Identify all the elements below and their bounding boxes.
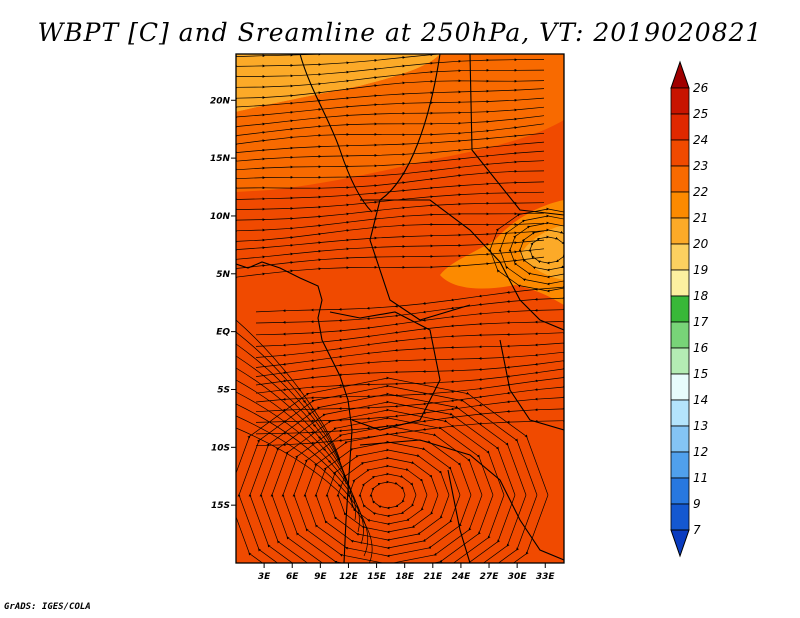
y-tick-label: 10N (210, 212, 231, 222)
chart-title: WBPT [C] and Sreamline at 250hPa, VT: 20… (37, 18, 763, 47)
colorbar-level-label: 9 (693, 497, 701, 511)
streamline (236, 379, 356, 521)
colorbar-level-label: 18 (693, 289, 709, 303)
colorbar-level-label: 22 (693, 185, 708, 199)
x-tick-label: 9E (314, 572, 327, 582)
colorbar-bin (670, 425, 690, 453)
colorbar-level-label: 25 (693, 107, 708, 121)
colorbar-level-label: 15 (693, 367, 708, 381)
colorbar-level-label: 23 (693, 159, 708, 173)
y-tick-label: EQ (216, 328, 230, 338)
colorbar-bin (670, 347, 690, 375)
colorbar-level-label: 24 (693, 133, 708, 147)
x-tick-label: 30E (508, 572, 528, 582)
colorbar-level-label: 21 (693, 211, 708, 225)
colorbar-level-label: 14 (693, 393, 708, 407)
colorbar-bin (670, 321, 690, 349)
colorbar-bin (670, 451, 690, 479)
x-tick-label: 15E (367, 572, 387, 582)
streamline (236, 403, 364, 545)
colorbar-bin (670, 295, 690, 323)
colorbar-level-label: 20 (693, 237, 709, 251)
colorbar-bin (670, 399, 690, 427)
x-tick-label: 3E (258, 572, 271, 582)
colorbar-bin (670, 113, 690, 141)
x-tick-label: 18E (395, 572, 415, 582)
y-tick-label: 15S (211, 501, 230, 511)
colorbar-level-label: 17 (693, 315, 709, 329)
map-plot-area (236, 54, 564, 563)
colorbar: 26 25 24 23 22 21 20 19 18 17 16 15 14 13 12 11 9 7 (670, 60, 709, 558)
y-tick-label: 10S (211, 443, 230, 453)
streamline (488, 207, 564, 293)
colorbar-bin (670, 503, 690, 531)
streamline (236, 367, 353, 509)
streamline (236, 256, 545, 279)
y-tick-label: 5N (216, 270, 230, 280)
streamline (236, 319, 341, 461)
x-tick-label: 21E (423, 572, 443, 582)
streamline (236, 391, 360, 533)
colorbar-bottom-arrow (670, 529, 690, 558)
coastlines-borders (236, 54, 564, 563)
colorbar-bin (670, 191, 690, 219)
x-tick-label: 12E (339, 572, 359, 582)
colorbar-bin (670, 269, 690, 297)
y-axis: 20N 15N 10N 5N EQ 5S 10S 15S (210, 96, 236, 511)
streamline (236, 427, 373, 563)
colorbar-level-label: 16 (693, 341, 709, 355)
colorbar-bin (670, 243, 690, 271)
colorbar-level-label: 19 (693, 263, 708, 277)
x-axis: 3E 6E 9E 12E 15E 18E 21E 24E 27E 30E 33E (258, 563, 556, 582)
colorbar-level-label: 11 (693, 471, 708, 485)
colorbar-bin (670, 217, 690, 245)
colorbar-bin (670, 87, 690, 115)
colorbar-bin (670, 165, 690, 193)
y-tick-label: 20N (210, 96, 231, 106)
colorbar-level-label: 12 (693, 445, 708, 459)
y-tick-label: 15N (210, 154, 231, 164)
grads-credit: GrADS: IGES/COLA (4, 602, 91, 612)
colorbar-level-label: 26 (693, 81, 709, 95)
colorbar-bin (670, 373, 690, 401)
x-tick-label: 24E (452, 572, 472, 582)
streamline (236, 331, 344, 473)
streamline (236, 343, 347, 485)
x-tick-label: 33E (536, 572, 556, 582)
y-tick-label: 5S (217, 385, 230, 395)
colorbar-top-arrow (670, 60, 690, 89)
colorbar-level-label: 13 (693, 419, 708, 433)
colorbar-bin (670, 477, 690, 505)
x-tick-label: 6E (286, 572, 299, 582)
colorbar-level-label: 7 (693, 523, 701, 537)
streamline (236, 376, 549, 563)
colorbar-bin (670, 139, 690, 167)
map-frame (235, 53, 565, 564)
streamline (236, 415, 369, 557)
x-tick-label: 27E (480, 572, 500, 582)
